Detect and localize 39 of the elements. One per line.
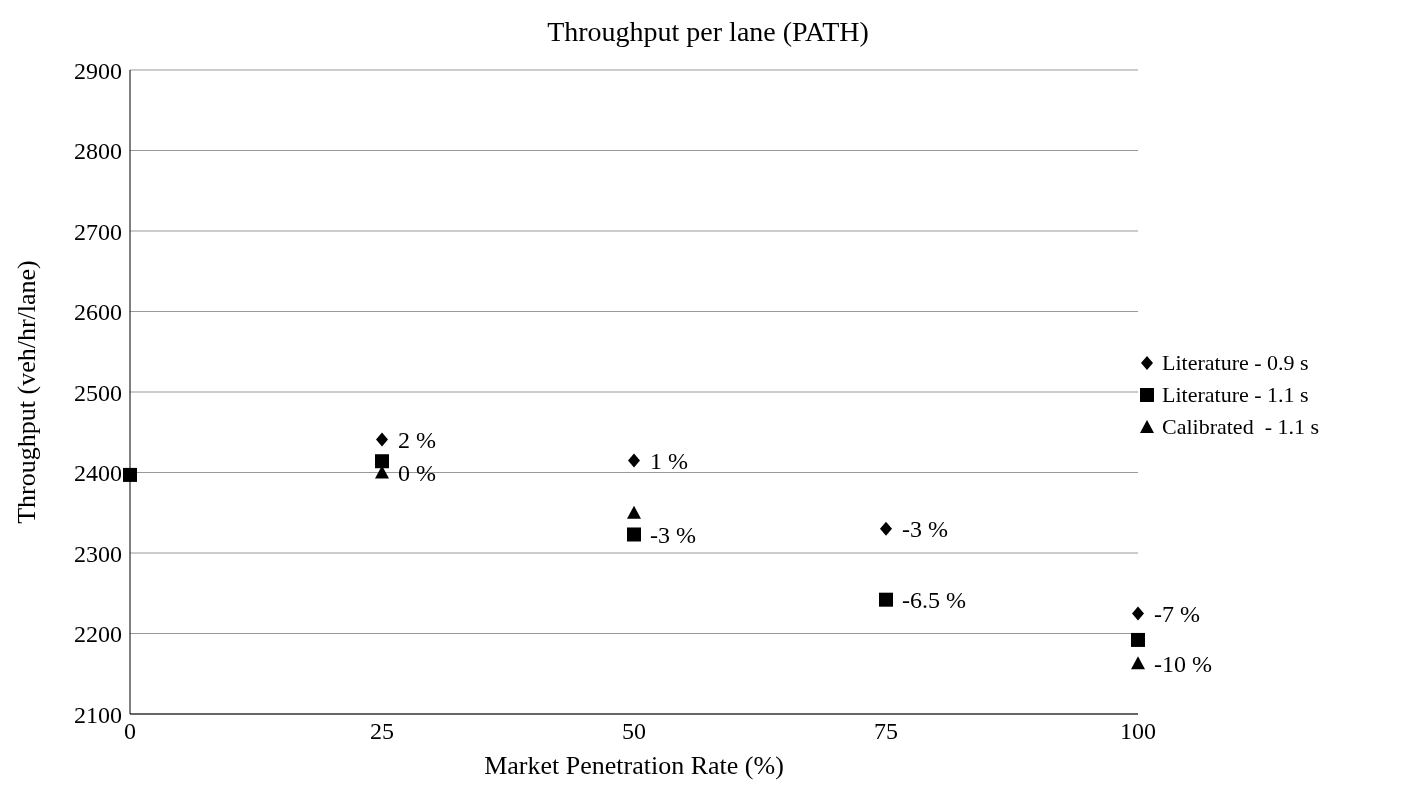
y-tick-label: 2900 [74,57,122,84]
x-tick-label: 0 [124,718,136,745]
legend-label: Calibrated - 1.1 s [1162,414,1320,440]
point [627,505,641,519]
y-tick-label: 2300 [74,540,122,567]
annotation: -6.5 % [902,587,966,614]
y-tick-label: 2500 [74,379,122,406]
point [627,527,641,542]
annotation: 2 % [398,427,436,454]
x-tick-label: 75 [874,718,898,745]
point [1131,656,1145,670]
y-tick-label: 2200 [74,621,122,648]
point [376,432,388,447]
point [1132,606,1144,621]
x-tick-label: 50 [622,718,646,745]
y-tick-label: 2100 [74,701,122,728]
y-tick-label: 2600 [74,299,122,326]
annotation: 1 % [650,447,688,474]
annotation: -3 % [650,522,696,549]
y-tick-label: 2700 [74,218,122,245]
point [123,467,137,482]
point [880,521,892,536]
point [628,453,640,468]
y-tick-label: 2400 [74,460,122,487]
point [879,592,893,607]
x-axis-title: Market Penetration Rate (%) [484,751,784,780]
chart-title: Throughput per lane (PATH) [546,16,870,48]
y-tick-label: 2800 [74,138,122,165]
y-axis-title: Throughput (veh/hr/lane) [12,260,42,524]
point [375,454,389,469]
annotation: -7 % [1154,600,1200,627]
legend-label: Literature - 0.9 s [1162,350,1309,376]
x-tick-label: 100 [1120,718,1156,745]
annotation: -3 % [902,516,948,543]
annotation: -10 % [1154,650,1212,677]
point [1131,632,1145,647]
annotation: 0 % [398,460,436,487]
x-tick-label: 25 [370,718,394,745]
legend-label: Literature - 1.1 s [1162,382,1309,408]
